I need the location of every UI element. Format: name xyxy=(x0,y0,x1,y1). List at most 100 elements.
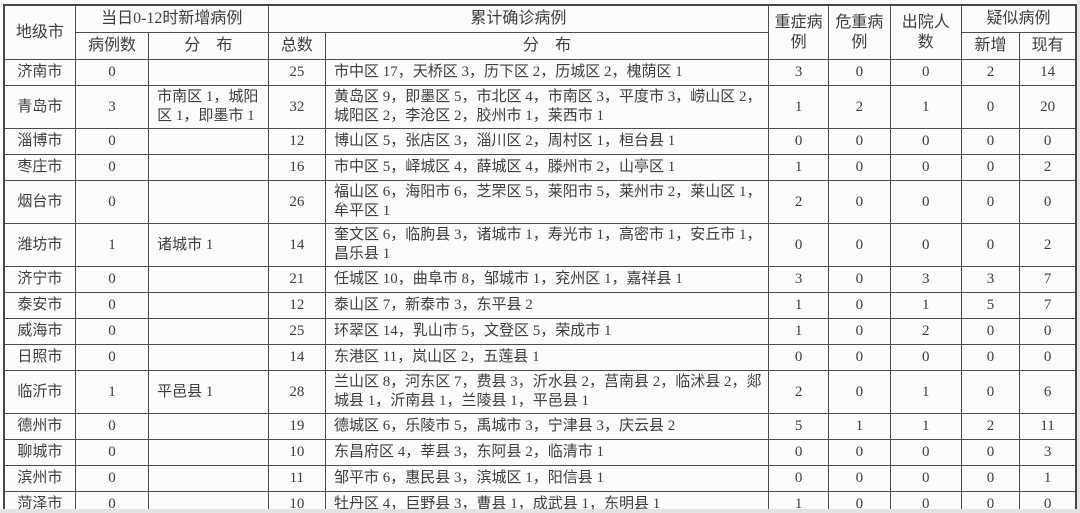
discharged-cell: 1 xyxy=(889,85,962,129)
critical-cell: 0 xyxy=(828,465,891,492)
new-count-cell: 0 xyxy=(74,439,150,466)
header-cumulative-group: 累计确诊病例 xyxy=(267,4,770,33)
table-body: 济南市 0 25 市中区 17，天桥区 3，历下区 2，历城区 2，槐荫区 1 … xyxy=(3,59,1077,513)
severe-cell: 0 xyxy=(768,223,830,267)
new-count-cell: 0 xyxy=(74,491,150,513)
discharged-cell: 3 xyxy=(889,266,962,293)
header-critical: 危重病例 xyxy=(828,4,891,60)
critical-cell: 0 xyxy=(828,266,891,293)
cum-dist-cell: 市中区 17，天桥区 3，历下区 2，历城区 2，槐荫区 1 xyxy=(324,59,770,86)
header-severe: 重症病例 xyxy=(768,4,830,60)
header-cum-dist: 分 布 xyxy=(324,32,770,60)
suspected-current-cell: 20 xyxy=(1019,85,1077,129)
page-edge-bottom xyxy=(0,509,1080,513)
new-count-cell: 0 xyxy=(74,318,150,345)
table-row: 枣庄市 0 16 市中区 5，峄城区 4，薛城区 4，滕州市 2，山亭区 1 1… xyxy=(3,154,1077,181)
new-dist-cell: 市南区 1，城阳区 1，即墨市 1 xyxy=(148,85,269,129)
critical-cell: 0 xyxy=(828,128,891,155)
critical-cell: 0 xyxy=(828,154,891,181)
cum-dist-cell: 东港区 11，岚山区 2，五莲县 1 xyxy=(324,344,770,371)
severe-cell: 1 xyxy=(768,318,830,345)
critical-cell: 0 xyxy=(828,223,891,267)
cum-total-cell: 10 xyxy=(267,439,326,466)
new-dist-cell xyxy=(148,465,269,492)
severe-cell: 3 xyxy=(768,59,830,86)
suspected-new-cell: 0 xyxy=(960,439,1021,466)
cum-dist-cell: 环翠区 14，乳山市 5，文登区 5，荣成市 1 xyxy=(324,318,770,345)
suspected-current-cell: 6 xyxy=(1019,370,1077,414)
suspected-new-cell: 0 xyxy=(960,370,1021,414)
discharged-cell: 0 xyxy=(889,59,962,86)
new-count-cell: 0 xyxy=(74,266,150,293)
suspected-current-cell: 7 xyxy=(1019,266,1077,293)
new-dist-cell xyxy=(148,439,269,466)
header-city: 地级市 xyxy=(3,4,76,60)
new-count-cell: 0 xyxy=(74,154,150,181)
new-count-cell: 3 xyxy=(74,85,150,129)
critical-cell: 0 xyxy=(828,180,891,224)
cum-total-cell: 32 xyxy=(267,85,326,129)
critical-cell: 1 xyxy=(828,413,891,440)
table-row: 淄博市 0 12 博山区 5，张店区 3，淄川区 2，周村区 1，桓台县 1 0… xyxy=(3,128,1077,155)
cum-total-cell: 25 xyxy=(267,59,326,86)
new-dist-cell xyxy=(148,318,269,345)
severe-cell: 2 xyxy=(768,370,830,414)
city-cell: 日照市 xyxy=(3,344,76,371)
table-row: 济宁市 0 21 任城区 10，曲阜市 8，邹城市 1，兖州区 1，嘉祥县 1 … xyxy=(3,266,1077,293)
new-dist-cell xyxy=(148,154,269,181)
cum-dist-cell: 牡丹区 4，巨野县 3，曹县 1，成武县 1，东明县 1 xyxy=(324,491,770,513)
severe-cell: 2 xyxy=(768,180,830,224)
new-count-cell: 1 xyxy=(74,370,150,414)
new-dist-cell xyxy=(148,344,269,371)
table-row: 潍坊市 1 诸城市 1 14 奎文区 6，临朐县 3，诸城市 1，寿光市 1，高… xyxy=(3,223,1077,267)
new-count-cell: 0 xyxy=(74,413,150,440)
cum-dist-cell: 东昌府区 4，莘县 3，东阿县 2，临清市 1 xyxy=(324,439,770,466)
new-dist-cell: 诸城市 1 xyxy=(148,223,269,267)
suspected-new-cell: 0 xyxy=(960,465,1021,492)
header-suspected-new: 新增 xyxy=(960,32,1021,60)
suspected-new-cell: 0 xyxy=(960,344,1021,371)
discharged-cell: 0 xyxy=(889,180,962,224)
severe-cell: 5 xyxy=(768,413,830,440)
suspected-current-cell: 1 xyxy=(1019,465,1077,492)
discharged-cell: 0 xyxy=(889,154,962,181)
cum-total-cell: 12 xyxy=(267,128,326,155)
cum-dist-cell: 邹平市 6，惠民县 3，滨城区 1，阳信县 1 xyxy=(324,465,770,492)
cum-dist-cell: 市中区 5，峄城区 4，薛城区 4，滕州市 2，山亭区 1 xyxy=(324,154,770,181)
suspected-current-cell: 2 xyxy=(1019,154,1077,181)
new-dist-cell: 平邑县 1 xyxy=(148,370,269,414)
table-header: 地级市 当日0-12时新增病例 累计确诊病例 重症病例 危重病例 出院人数 疑似… xyxy=(3,4,1077,60)
discharged-cell: 0 xyxy=(889,128,962,155)
suspected-new-cell: 5 xyxy=(960,292,1021,319)
header-new-cases-group: 当日0-12时新增病例 xyxy=(74,4,269,33)
suspected-new-cell: 0 xyxy=(960,180,1021,224)
cum-total-cell: 11 xyxy=(267,465,326,492)
severe-cell: 0 xyxy=(768,465,830,492)
suspected-new-cell: 0 xyxy=(960,223,1021,267)
critical-cell: 0 xyxy=(828,370,891,414)
table-row: 日照市 0 14 东港区 11，岚山区 2，五莲县 1 0 0 0 0 0 xyxy=(3,344,1077,371)
discharged-cell: 0 xyxy=(889,465,962,492)
cum-dist-cell: 泰山区 7，新泰市 3，东平县 2 xyxy=(324,292,770,319)
city-cell: 菏泽市 xyxy=(3,491,76,513)
table-row: 济南市 0 25 市中区 17，天桥区 3，历下区 2，历城区 2，槐荫区 1 … xyxy=(3,59,1077,86)
new-count-cell: 0 xyxy=(74,59,150,86)
suspected-current-cell: 0 xyxy=(1019,318,1077,345)
cum-total-cell: 16 xyxy=(267,154,326,181)
suspected-new-cell: 2 xyxy=(960,413,1021,440)
city-cell: 枣庄市 xyxy=(3,154,76,181)
cum-total-cell: 21 xyxy=(267,266,326,293)
discharged-cell: 0 xyxy=(889,223,962,267)
suspected-new-cell: 3 xyxy=(960,266,1021,293)
new-count-cell: 0 xyxy=(74,128,150,155)
critical-cell: 0 xyxy=(828,318,891,345)
discharged-cell: 1 xyxy=(889,292,962,319)
critical-cell: 0 xyxy=(828,292,891,319)
new-count-cell: 0 xyxy=(74,180,150,224)
table-row: 烟台市 0 26 福山区 6，海阳市 6，芝罘区 5，莱阳市 5，莱州市 2，莱… xyxy=(3,180,1077,224)
city-cell: 青岛市 xyxy=(3,85,76,129)
city-cell: 济宁市 xyxy=(3,266,76,293)
new-dist-cell xyxy=(148,59,269,86)
table-row: 临沂市 1 平邑县 1 28 兰山区 8，河东区 7，费县 3，沂水县 2，莒南… xyxy=(3,370,1077,414)
table-row: 泰安市 0 12 泰山区 7，新泰市 3，东平县 2 1 0 1 5 7 xyxy=(3,292,1077,319)
